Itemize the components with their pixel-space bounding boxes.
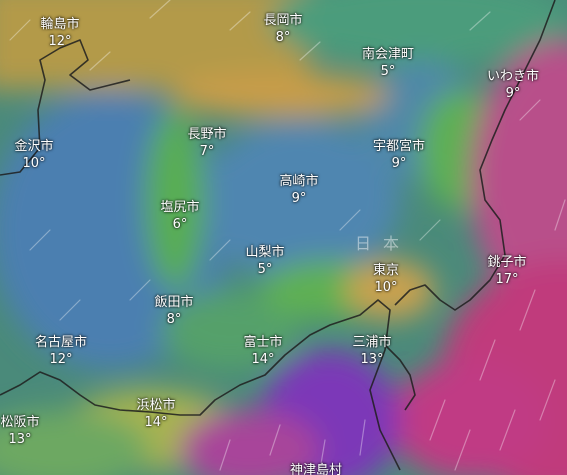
city-name: 松阪市 <box>0 415 40 430</box>
city-name: 宇都宮市 <box>372 139 426 154</box>
city-label-fuji[interactable]: 富士市 14° <box>243 334 282 368</box>
city-name: 神津島村 <box>289 463 343 475</box>
city-label-minamiaizu[interactable]: 南会津町 5° <box>362 46 414 80</box>
city-temp: 10° <box>22 156 46 171</box>
city-label-kozushima[interactable]: 神津島村 <box>290 462 342 475</box>
city-temp: 14° <box>251 352 275 367</box>
city-temp: 12° <box>49 352 73 367</box>
city-temp: 9° <box>391 156 407 171</box>
city-label-matsusaka[interactable]: 松阪市 13° <box>0 414 39 448</box>
city-temp: 13° <box>8 432 32 447</box>
city-name: 南会津町 <box>361 47 415 62</box>
city-temp: 14° <box>144 415 168 430</box>
city-temp: 13° <box>360 352 384 367</box>
city-name: 名古屋市 <box>34 335 88 350</box>
city-temp: 17° <box>495 272 519 287</box>
city-label-miura[interactable]: 三浦市 13° <box>352 334 391 368</box>
city-name: 浜松市 <box>136 398 176 413</box>
city-label-wajima[interactable]: 輪島市 12° <box>40 16 79 50</box>
city-temp: 5° <box>257 262 273 277</box>
city-label-nagaoka[interactable]: 長岡市 8° <box>263 12 302 46</box>
city-temp: 6° <box>172 217 188 232</box>
city-name: 山梨市 <box>245 245 285 260</box>
city-label-iida[interactable]: 飯田市 8° <box>154 294 193 328</box>
city-label-utsunomiya[interactable]: 宇都宮市 9° <box>373 138 425 172</box>
city-label-choshi[interactable]: 銚子市 17° <box>487 254 526 288</box>
city-temp: 8° <box>166 312 182 327</box>
city-name: 塩尻市 <box>160 200 200 215</box>
city-label-hamamatsu[interactable]: 浜松市 14° <box>136 397 175 431</box>
city-name: 長岡市 <box>263 13 303 28</box>
city-label-takasaki[interactable]: 高崎市 9° <box>279 173 318 207</box>
city-temp: 10° <box>374 280 398 295</box>
city-temp: 7° <box>199 144 215 159</box>
city-name: 飯田市 <box>154 295 194 310</box>
city-temp: 5° <box>380 64 396 79</box>
city-label-kanazawa[interactable]: 金沢市 10° <box>14 138 53 172</box>
country-label: 日本 <box>354 234 412 253</box>
city-label-shiojiri[interactable]: 塩尻市 6° <box>160 199 199 233</box>
city-name: 高崎市 <box>279 174 319 189</box>
city-temp: 9° <box>291 191 307 206</box>
city-label-nagoya[interactable]: 名古屋市 12° <box>35 334 87 368</box>
city-label-tokyo[interactable]: 東京 10° <box>373 262 399 296</box>
city-name: 銚子市 <box>487 255 527 270</box>
city-name: 輪島市 <box>40 17 80 32</box>
city-label-nagano[interactable]: 長野市 7° <box>187 126 226 160</box>
city-name: 長野市 <box>187 127 227 142</box>
city-label-yamanashi[interactable]: 山梨市 5° <box>245 244 284 278</box>
city-name: いわき市 <box>486 69 540 84</box>
city-temp: 8° <box>275 30 291 45</box>
city-name: 金沢市 <box>14 139 54 154</box>
city-temp: 12° <box>48 34 72 49</box>
city-name: 東京 <box>372 263 400 278</box>
city-temp: 9° <box>505 86 521 101</box>
city-name: 三浦市 <box>352 335 392 350</box>
city-name: 富士市 <box>243 335 283 350</box>
city-label-iwaki[interactable]: いわき市 9° <box>487 68 539 102</box>
